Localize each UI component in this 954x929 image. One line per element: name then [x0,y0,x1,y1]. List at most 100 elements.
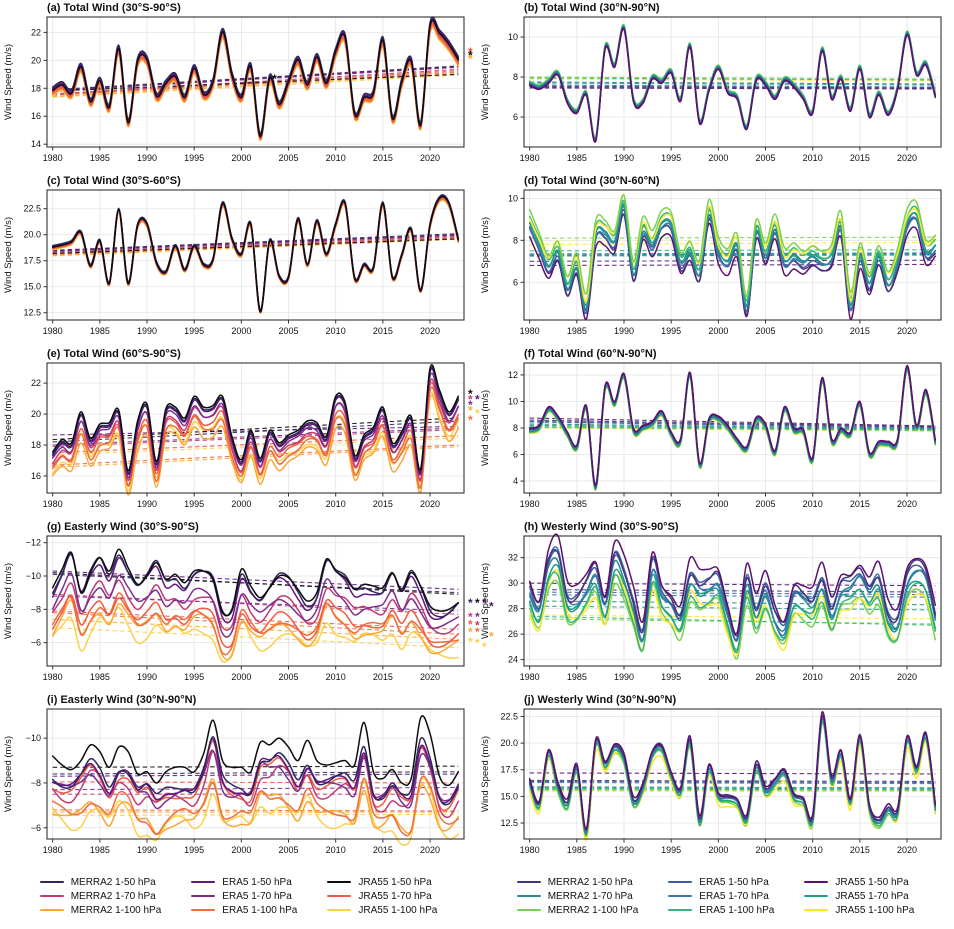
star-icon: * [468,625,473,639]
x-tick-label: 1995 [184,672,204,682]
panel-h-canvas: 1980 1985 1990 1995 2000 2005 2010 2015 2020 24 26… [480,533,942,682]
panel-j: (j) Westerly Wind (30°N-90°N) 1980 1985 19… [477,692,954,865]
legend-item: ERA5 1-50 hPa [668,877,774,888]
plot-border [523,16,942,148]
x-tick-label: 2000 [708,326,728,336]
y-axis-label: Wind Speed (m/s) [480,44,491,120]
panel-g-title: (g) Easterly Wind (30°S-90°S) [47,521,199,533]
legend-item: MERRA2 1-100 hPa [516,905,638,916]
plot-border [523,708,942,840]
series-lines [528,711,937,842]
star-icon: * [475,596,480,610]
x-tick-label: 2010 [803,499,823,509]
legend-swatch-line [39,894,64,898]
series-line-JRA55 1-70 hPa [528,203,937,307]
series-line-JRA55 1-50 hPa [51,715,460,787]
legend-swatch-line [804,894,829,898]
series-line-JRA55 1-50 hPa [51,195,460,313]
x-tick-label: 1990 [137,326,157,336]
y-tick-label: 8 [513,423,518,433]
legend-swatch-line [804,880,829,884]
x-tick-label: 2005 [279,845,299,855]
y-tick-label: 22.5 [23,204,41,214]
trend-JRA55 1-50 hPa [52,765,459,768]
y-axis-label: Wind Speed (m/s) [480,563,491,639]
series-line-MERRA2 1-100 hPa [51,599,460,661]
y-tick-label: −10 [26,733,41,743]
grid [524,17,941,147]
trend-MERRA2 1-50 hPa [52,771,459,775]
x-tick-label: 2015 [373,499,393,509]
x-tick-label: 1990 [137,845,157,855]
x-tick-label: 2000 [708,845,728,855]
trend-JRA55 1-100 hPa [529,427,936,432]
y-tick-label: 20 [31,409,41,419]
x-tick-label: 2010 [326,326,346,336]
y-tick-label: 12.5 [23,308,41,318]
trend-JRA55 1-50 hPa [529,417,936,427]
series-line-JRA55 1-50 hPa [51,19,460,138]
trend-ERA5 1-100 hPa [52,71,459,96]
panel-j-title: (j) Westerly Wind (30°N-90°N) [524,694,677,706]
trend-MERRA2 1-100 hPa [529,76,936,80]
panel-d-title: (d) Total Wind (30°N-60°N) [524,175,660,187]
panel-g: (g) Easterly Wind (30°S-90°S) * * * * * * * * * *… [0,519,494,692]
series-line-MERRA2 1-50 hPa [51,735,460,806]
axes: 1980 1985 1990 1995 2000 2005 2010 2015 2020 −12 −… [3,538,440,682]
x-tick-label: 1980 [43,672,63,682]
y-axis-label: Wind Speed (m/s) [480,390,491,466]
legend-label: MERRA2 1-100 hPa [70,904,162,916]
x-tick-label: 1995 [184,845,204,855]
y-tick-label: −6 [31,823,41,833]
x-tick-label: 1985 [567,499,587,509]
star-icon: * [468,387,473,401]
trend-lines [52,65,459,98]
y-tick-label: 10 [508,32,518,42]
y-tick-label: 22 [31,27,41,37]
trend-MERRA2 1-50 hPa [529,86,936,89]
legend-label: JRA55 1-70 hPa [358,890,432,902]
x-tick-label: 1985 [90,499,110,509]
x-tick-label: 2020 [897,326,917,336]
panel-grid: (a) Total Wind (30°S-90°S) * * * * 1980 1985 1… [0,2,954,865]
x-tick-label: 1985 [567,672,587,682]
legend-swatch-line [516,908,541,912]
x-tick-label: 2020 [420,326,440,336]
y-tick-label: −8 [31,604,41,614]
y-tick-label: 15.0 [23,282,41,292]
legend-item: JRA55 1-50 hPa [327,877,437,888]
x-tick-label: 1980 [520,672,540,682]
legend-label: JRA55 1-50 hPa [358,876,432,888]
x-tick-label: 2000 [708,499,728,509]
trend-JRA55 1-100 hPa [52,74,459,98]
x-tick-label: 1990 [137,672,157,682]
trend-JRA55 1-50 hPa [52,238,459,254]
series-lines [51,364,460,496]
x-tick-label: 1980 [43,326,63,336]
series-line-JRA55 1-50 hPa [51,548,460,617]
x-tick-label: 2005 [279,326,299,336]
x-tick-label: 2000 [231,845,251,855]
star-icon: * [475,636,480,650]
trend-JRA55 1-70 hPa [529,82,936,86]
plot-border [523,189,942,321]
y-tick-label: 22 [31,378,41,388]
x-tick-label: 1995 [661,499,681,509]
legend-item: MERRA2 1-50 hPa [39,877,162,888]
legend-row: MERRA2 1-50 hPa MERRA2 1-70 hPa MERRA2 1-1… [0,865,954,927]
panel-a-canvas: ****1980 1985 1990 1995 2000 2005 2010 2015 2020… [3,16,473,163]
y-tick-label: −6 [31,638,41,648]
panel-a-title: (a) Total Wind (30°S-90°S) [47,2,181,14]
panel-j-canvas: 1980 1985 1990 1995 2000 2005 2010 2015 2020 12.5… [480,708,942,855]
legend-swatch-line [39,880,64,884]
x-tick-label: 1985 [567,845,587,855]
series-lines [528,533,937,660]
x-tick-label: 1995 [184,499,204,509]
legend-item: JRA55 1-100 hPa [327,905,437,916]
legend-label: JRA55 1-100 hPa [835,904,915,916]
legend-label: ERA5 1-100 hPa [699,904,775,916]
star-icon: * [489,629,494,643]
x-tick-label: 1985 [90,845,110,855]
panel-i: (i) Easterly Wind (30°N-90°N) 1980 1985 19… [0,692,477,865]
